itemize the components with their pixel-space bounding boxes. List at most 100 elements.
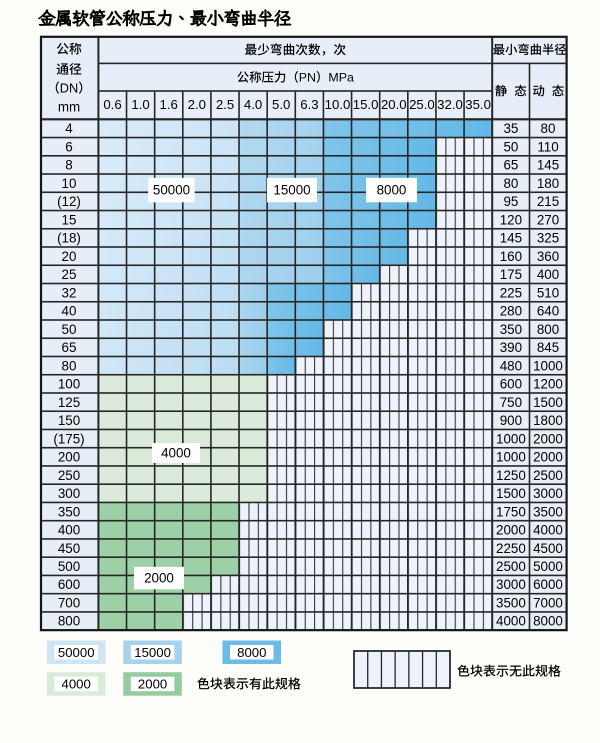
svg-text:8000: 8000	[533, 614, 563, 629]
svg-text:225: 225	[500, 285, 522, 300]
svg-text:(12): (12)	[57, 194, 81, 209]
svg-text:390: 390	[500, 340, 522, 355]
svg-text:400: 400	[537, 267, 559, 282]
svg-text:1250: 1250	[496, 468, 526, 483]
svg-text:50000: 50000	[58, 645, 95, 660]
svg-text:40: 40	[62, 304, 77, 319]
svg-text:4: 4	[65, 121, 73, 136]
svg-text:750: 750	[500, 395, 522, 410]
svg-text:350: 350	[58, 504, 80, 519]
svg-text:0.6: 0.6	[103, 97, 121, 112]
svg-text:1750: 1750	[496, 504, 526, 519]
svg-text:2000: 2000	[496, 523, 526, 538]
svg-text:160: 160	[500, 249, 522, 264]
svg-text:35: 35	[503, 121, 518, 136]
svg-text:2250: 2250	[496, 541, 526, 556]
svg-text:600: 600	[500, 377, 522, 392]
svg-text:110: 110	[537, 139, 558, 154]
svg-text:4000: 4000	[533, 523, 563, 538]
svg-text:10: 10	[62, 176, 77, 191]
svg-text:500: 500	[58, 559, 80, 574]
svg-text:5.0: 5.0	[272, 97, 290, 112]
svg-text:4000: 4000	[496, 614, 526, 629]
svg-text:180: 180	[537, 176, 559, 191]
svg-text:32: 32	[62, 285, 77, 300]
svg-text:800: 800	[58, 614, 80, 629]
svg-text:480: 480	[500, 358, 522, 373]
svg-text:1000: 1000	[496, 450, 526, 465]
svg-text:50: 50	[503, 139, 518, 154]
svg-text:6.3: 6.3	[300, 97, 318, 112]
svg-text:PN: PN	[299, 71, 316, 85]
svg-text:350: 350	[500, 322, 522, 337]
svg-text:5000: 5000	[533, 559, 563, 574]
svg-text:4000: 4000	[62, 677, 91, 692]
svg-text:1500: 1500	[533, 395, 563, 410]
svg-text:2500: 2500	[533, 468, 563, 483]
svg-text:145: 145	[537, 158, 559, 173]
svg-text:4500: 4500	[533, 541, 563, 556]
svg-text:15000: 15000	[273, 183, 310, 198]
svg-text:DN: DN	[60, 81, 78, 96]
svg-text:450: 450	[58, 541, 80, 556]
svg-text:(175): (175)	[53, 431, 84, 446]
svg-text:215: 215	[537, 194, 559, 209]
svg-text:50000: 50000	[153, 183, 190, 198]
svg-text:15: 15	[62, 212, 77, 227]
svg-text:32.0: 32.0	[437, 97, 463, 112]
svg-text:50: 50	[62, 322, 77, 337]
svg-text:1.6: 1.6	[160, 97, 178, 112]
svg-text:mm: mm	[58, 99, 80, 114]
svg-text:360: 360	[537, 249, 559, 264]
svg-text:2.5: 2.5	[216, 97, 234, 112]
svg-text:80: 80	[541, 121, 556, 136]
svg-text:1800: 1800	[533, 413, 563, 428]
svg-text:80: 80	[503, 176, 518, 191]
svg-text:20.0: 20.0	[381, 97, 407, 112]
svg-text:15.0: 15.0	[353, 97, 379, 112]
svg-text:1.0: 1.0	[131, 97, 149, 112]
svg-text:640: 640	[537, 304, 559, 319]
svg-text:800: 800	[537, 322, 559, 337]
svg-text:2000: 2000	[144, 571, 174, 586]
svg-text:200: 200	[58, 450, 80, 465]
svg-text:25.0: 25.0	[409, 97, 435, 112]
svg-text:325: 325	[537, 231, 559, 246]
svg-text:1500: 1500	[496, 486, 526, 501]
svg-text:35.0: 35.0	[465, 97, 491, 112]
svg-text:250: 250	[58, 468, 80, 483]
svg-text:510: 510	[537, 285, 559, 300]
svg-text:7000: 7000	[533, 596, 563, 611]
svg-text:65: 65	[62, 340, 77, 355]
svg-text:280: 280	[500, 304, 522, 319]
svg-text:95: 95	[503, 194, 518, 209]
svg-text:15000: 15000	[134, 645, 171, 660]
svg-text:3000: 3000	[533, 486, 563, 501]
svg-text:900: 900	[500, 413, 522, 428]
svg-text:1000: 1000	[496, 431, 526, 446]
svg-text:3000: 3000	[496, 577, 526, 592]
svg-text:6000: 6000	[533, 577, 563, 592]
svg-text:20: 20	[62, 249, 77, 264]
svg-text:(18): (18)	[57, 231, 81, 246]
svg-text:8000: 8000	[377, 183, 407, 198]
svg-text:400: 400	[58, 523, 80, 538]
svg-text:270: 270	[537, 212, 559, 227]
svg-text:10.0: 10.0	[325, 97, 351, 112]
svg-text:80: 80	[62, 358, 77, 373]
svg-text:2000: 2000	[138, 677, 167, 692]
svg-text:25: 25	[62, 267, 77, 282]
svg-text:175: 175	[500, 267, 522, 282]
svg-text:1200: 1200	[533, 377, 563, 392]
svg-text:1000: 1000	[533, 358, 563, 373]
svg-text:2000: 2000	[533, 431, 563, 446]
svg-text:100: 100	[58, 377, 80, 392]
svg-text:145: 145	[500, 231, 522, 246]
svg-text:120: 120	[500, 212, 522, 227]
svg-text:3500: 3500	[533, 504, 563, 519]
svg-text:600: 600	[58, 577, 80, 592]
svg-text:8000: 8000	[237, 645, 266, 660]
svg-text:4000: 4000	[161, 446, 191, 461]
svg-text:300: 300	[58, 486, 80, 501]
svg-text:4.0: 4.0	[244, 97, 262, 112]
